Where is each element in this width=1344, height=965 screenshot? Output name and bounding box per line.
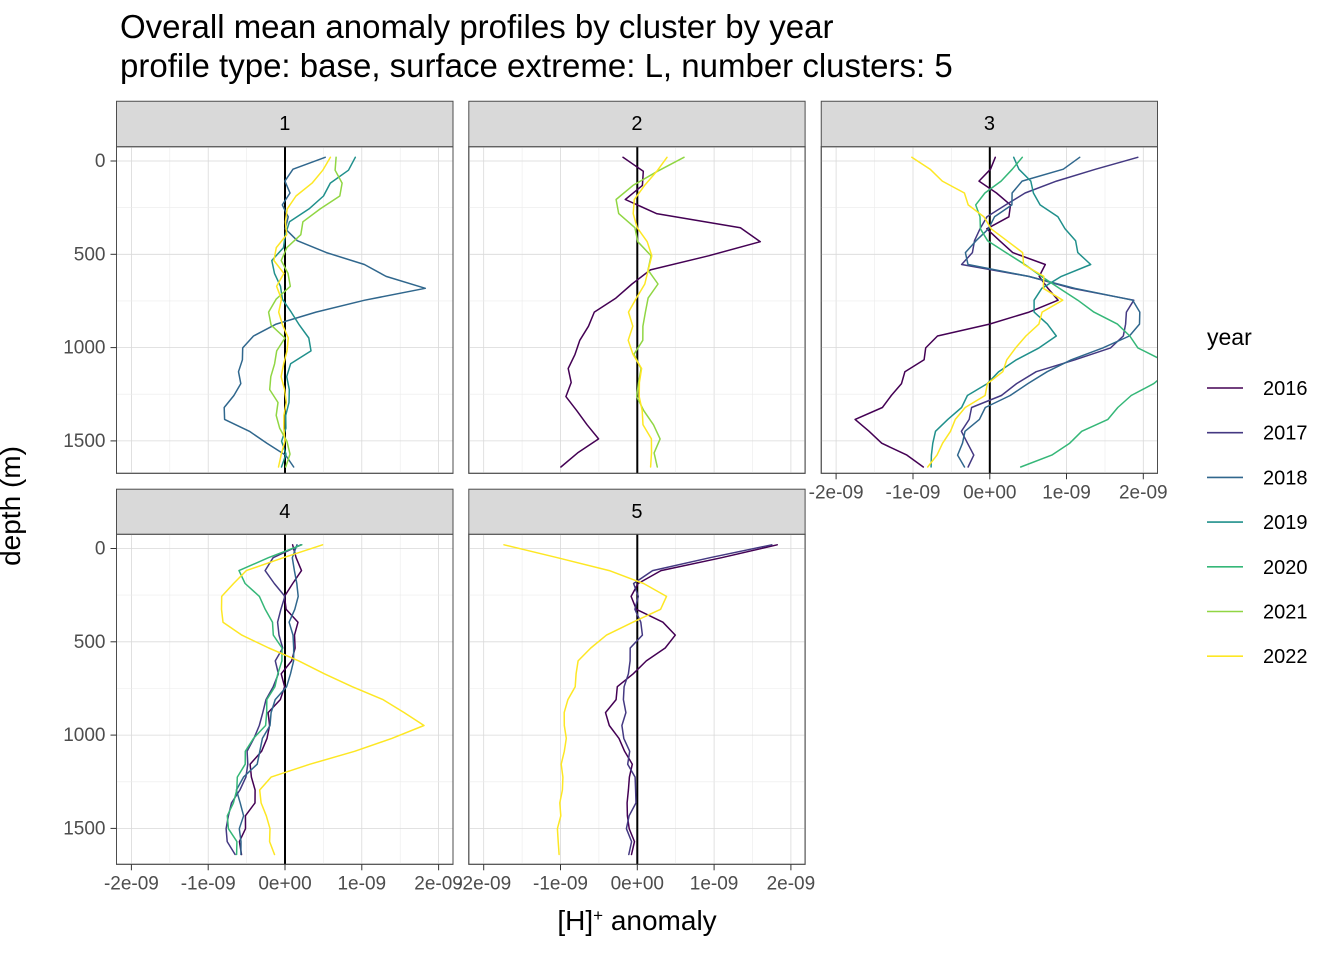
- svg-text:2016: 2016: [1263, 378, 1308, 400]
- svg-text:year: year: [1207, 324, 1252, 350]
- svg-text:2020: 2020: [1263, 557, 1308, 579]
- svg-text:1500: 1500: [63, 818, 105, 839]
- svg-text:3: 3: [984, 113, 995, 135]
- svg-text:0e+00: 0e+00: [963, 482, 1016, 503]
- svg-text:profile type: base, surface ex: profile type: base, surface extreme: L, …: [120, 47, 953, 84]
- svg-text:500: 500: [74, 632, 106, 653]
- svg-text:2: 2: [631, 113, 642, 135]
- svg-text:-1e-09: -1e-09: [533, 873, 588, 894]
- svg-text:[H]+ anomaly: [H]+ anomaly: [557, 905, 716, 936]
- svg-text:2021: 2021: [1263, 602, 1308, 624]
- svg-text:1: 1: [279, 113, 290, 135]
- svg-text:4: 4: [279, 501, 290, 523]
- svg-text:-2e-09: -2e-09: [104, 873, 159, 894]
- svg-text:0: 0: [95, 151, 106, 172]
- svg-text:1000: 1000: [63, 338, 105, 359]
- svg-text:5: 5: [631, 501, 642, 523]
- svg-text:500: 500: [74, 244, 106, 265]
- svg-text:-2e-09: -2e-09: [809, 482, 864, 503]
- svg-text:-1e-09: -1e-09: [181, 873, 236, 894]
- svg-text:0e+00: 0e+00: [611, 873, 664, 894]
- svg-text:2022: 2022: [1263, 646, 1308, 668]
- svg-text:0e+00: 0e+00: [258, 873, 311, 894]
- svg-text:2017: 2017: [1263, 423, 1308, 445]
- svg-text:2e-09: 2e-09: [1119, 482, 1168, 503]
- svg-text:2e-09: 2e-09: [767, 873, 816, 894]
- svg-text:1000: 1000: [63, 725, 105, 746]
- svg-text:-1e-09: -1e-09: [886, 482, 941, 503]
- svg-text:1e-09: 1e-09: [690, 873, 739, 894]
- svg-text:0: 0: [95, 539, 106, 560]
- svg-text:2019: 2019: [1263, 512, 1308, 534]
- svg-text:1e-09: 1e-09: [1042, 482, 1091, 503]
- svg-text:Overall mean anomaly profiles: Overall mean anomaly profiles by cluster…: [120, 8, 833, 45]
- svg-text:depth (m): depth (m): [0, 446, 26, 566]
- svg-text:2018: 2018: [1263, 467, 1308, 489]
- svg-text:1e-09: 1e-09: [337, 873, 386, 894]
- svg-text:-2e-09: -2e-09: [456, 873, 511, 894]
- svg-text:1500: 1500: [63, 431, 105, 452]
